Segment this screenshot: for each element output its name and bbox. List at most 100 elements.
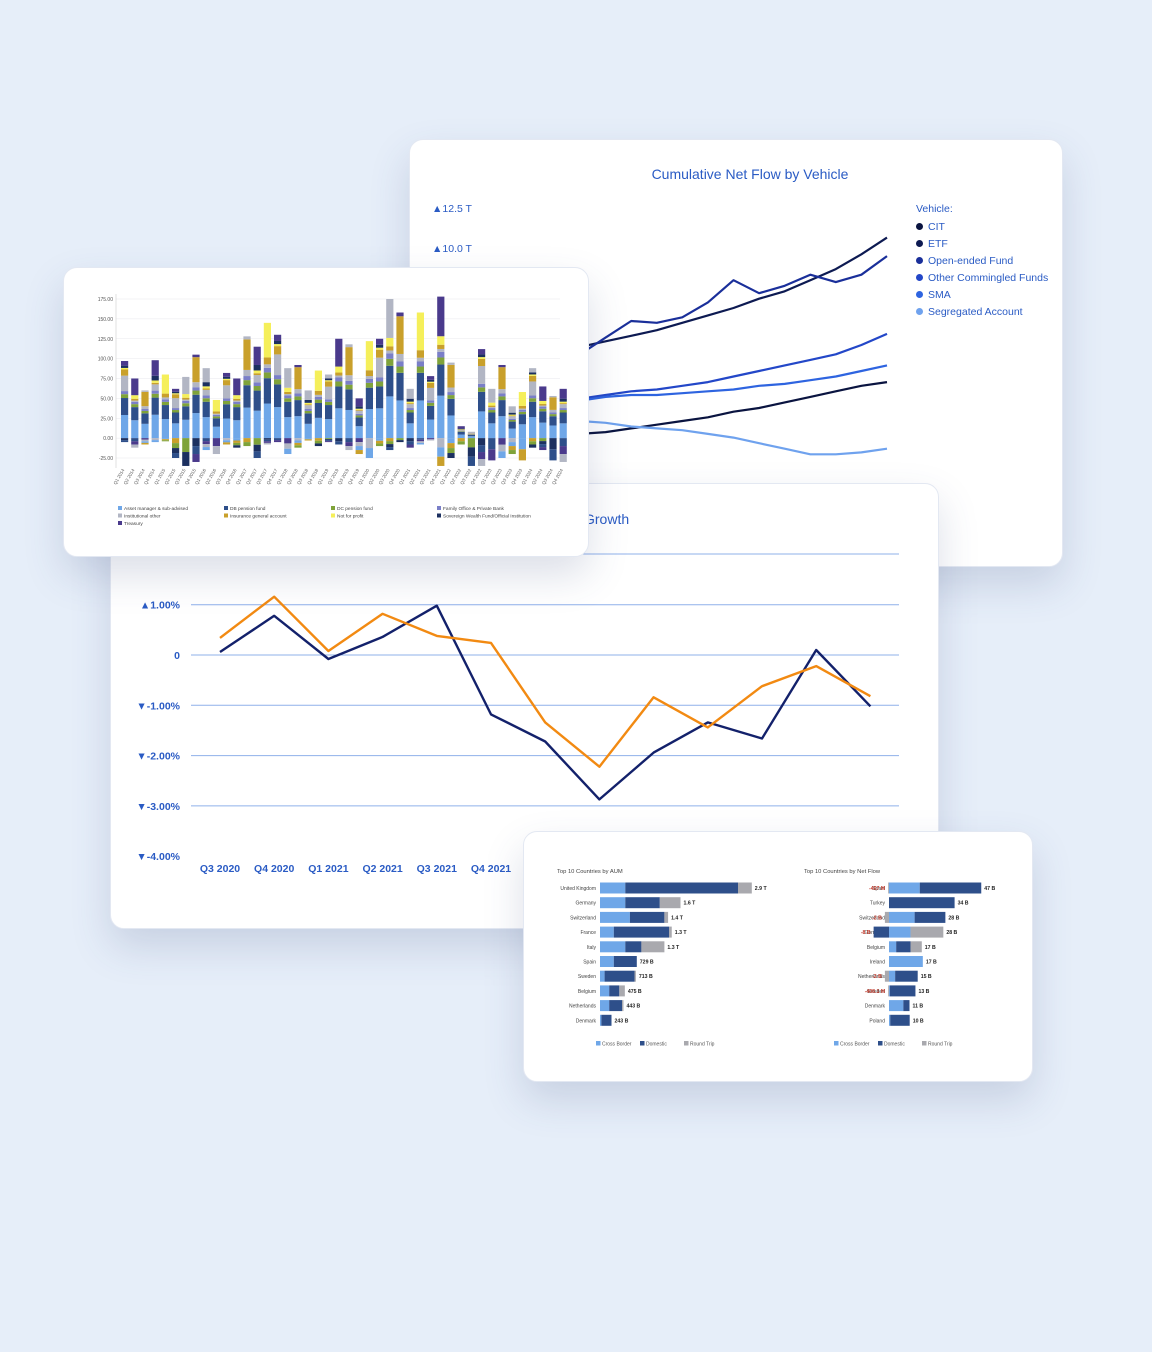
stacked-bar-segment (386, 441, 394, 445)
stacked-legend-swatch (118, 521, 122, 525)
stacked-bar-segment (233, 438, 241, 441)
stacked-bar-segment (233, 401, 241, 405)
stacked-bar-segment (151, 440, 159, 443)
stacked-bar-segment (518, 424, 526, 439)
countries-legend-label: Domestic (646, 1042, 667, 1048)
stacked-bar-segment (182, 438, 190, 453)
country-negative-label: -8 B (861, 930, 871, 936)
stacked-bar-segment (131, 395, 139, 399)
stacked-bar-segment (437, 348, 445, 352)
stacked-bar-segment (365, 409, 373, 439)
stacked-bar-segment (294, 440, 302, 443)
growth-y-tick: ▼-2.00% (136, 751, 180, 763)
stacked-bar-segment (386, 350, 394, 354)
country-bar-segment (600, 985, 610, 997)
stacked-bar-segment (182, 394, 190, 398)
country-bar-segment (600, 941, 626, 953)
stacked-bar-segment (274, 438, 282, 441)
stacked-bar-segment (355, 409, 363, 411)
stacked-bar-segment (335, 381, 343, 387)
stacked-bar-segment (274, 379, 282, 385)
stacked-bar-card: 175.00 150.00 125.00 100.00 75.00 50.00 25.00 0… (63, 267, 589, 557)
vehicle-legend-item: ETF (916, 235, 1048, 252)
country-bar-segment (910, 941, 922, 953)
country-bar-segment (889, 882, 920, 894)
stacked-bar-segment (161, 440, 169, 442)
stacked-bar-segment (202, 438, 210, 442)
country-label: Ireland (870, 960, 886, 966)
stacked-bar-segment (416, 439, 424, 442)
stacked-legend-swatch (331, 506, 335, 510)
stacked-bar-segment (416, 400, 424, 439)
country-label: Germany (575, 901, 596, 907)
stacked-bar-segment (406, 401, 414, 404)
legend-dot-icon (916, 274, 923, 281)
country-bar-segment (625, 941, 642, 953)
stacked-bar-segment (161, 401, 169, 406)
countries-panel-title: Top 10 Countries by AUM (557, 869, 623, 875)
stacked-bar-segment (478, 383, 486, 388)
stacked-bar-segment (294, 445, 302, 448)
stacked-bar-segment (488, 412, 496, 424)
country-bar-segment (914, 911, 946, 923)
country-label: Denmark (865, 1004, 886, 1010)
stacked-bar-segment (161, 438, 169, 440)
stacked-bar-segment (355, 410, 363, 414)
stacked-bar-segment (314, 440, 322, 444)
stacked-bar-segment (478, 391, 486, 412)
stacked-bar-segment (559, 423, 567, 439)
stacked-bar-segment (141, 439, 149, 442)
stacked-bar-segment (427, 381, 435, 383)
stacked-bar-segment (416, 441, 424, 443)
stacked-bar-segment (151, 438, 159, 441)
stacked-bar-segment (467, 436, 475, 439)
stacked-bar-segment (386, 337, 394, 347)
stacked-bar-segment (416, 442, 424, 445)
country-bar-segment (600, 897, 626, 909)
country-bar-segment (629, 911, 665, 923)
stacked-bar-segment (467, 434, 475, 435)
stacked-bar-segment (355, 426, 363, 439)
stacked-bar-segment (151, 390, 159, 394)
stacked-legend-swatch (118, 513, 122, 518)
stacked-bar-segment (518, 411, 526, 415)
stacked-bar-segment (335, 386, 343, 409)
stacked-bar-segment (325, 401, 333, 406)
stacked-bar-segment (284, 448, 292, 455)
country-bar-segment (888, 882, 889, 894)
stacked-bar-segment (294, 364, 302, 368)
country-bar-segment (889, 985, 916, 997)
stacked-bar-segment (263, 367, 271, 373)
stacked-bar-segment (304, 409, 312, 411)
stacked-bar-segment (355, 450, 363, 455)
country-label: Netherlands (569, 1004, 596, 1010)
country-bar-segment (600, 926, 614, 938)
stacked-bar-segment (202, 386, 210, 389)
country-bar-segment (659, 897, 681, 909)
country-bar-segment (889, 956, 923, 967)
stacked-bar-segment (141, 390, 149, 392)
stacked-bar-segment (253, 346, 261, 365)
stacked-bar-segment (253, 390, 261, 411)
stacked-bar-segment (263, 442, 271, 445)
stacked-bar-segment (447, 453, 455, 458)
stacked-bar-segment (314, 390, 322, 395)
country-label: Spain (583, 960, 596, 966)
stacked-bar-segment (467, 434, 475, 437)
stacked-bar-segment (386, 299, 394, 338)
stacked-bar-segment (335, 372, 343, 376)
countries-bar-charts: Top 10 Countries by AUM United Kingdom 2.9… (557, 869, 995, 1048)
stacked-bar-segment (335, 438, 343, 442)
stacked-bar-segment (172, 453, 180, 458)
stacked-bar-segment (161, 393, 169, 398)
vehicle-y-tick: ▲12.5 T (432, 203, 472, 215)
country-bar-segment (613, 926, 669, 938)
stacked-bar-segment (233, 442, 241, 446)
stacked-bar-segment (508, 446, 516, 451)
vehicle-series-line (579, 236, 888, 348)
stacked-bar-segment (529, 401, 537, 418)
stacked-bar-segment (223, 438, 231, 441)
stacked-bar-segment (498, 389, 506, 394)
stacked-bar-segment (355, 406, 363, 409)
stacked-bar-segment (396, 361, 404, 367)
